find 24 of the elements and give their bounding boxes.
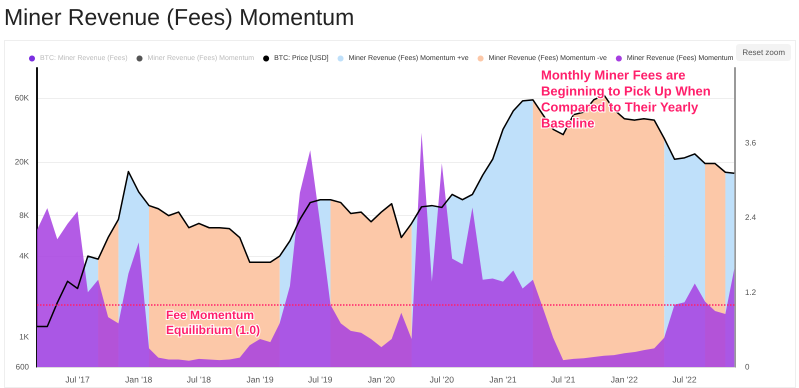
x-tick-label: Jul '18 xyxy=(186,374,212,384)
x-tick-label: Jan '20 xyxy=(368,374,396,384)
ref-line-label: Fee Momentum Equilibrium (1.0) xyxy=(166,308,260,338)
x-tick-label: Jan '18 xyxy=(125,374,153,384)
chart-title: Miner Revenue (Fees) Momentum xyxy=(4,4,354,31)
x-tick-label: Jul '19 xyxy=(308,374,333,384)
x-tick-label: Jan '22 xyxy=(610,374,638,384)
x-tick-label: Jan '21 xyxy=(489,374,517,384)
y2-tick-label: 1.2 xyxy=(745,288,757,297)
y2-tick-label: 3.6 xyxy=(745,138,757,148)
x-tick-label: Jul '22 xyxy=(672,374,697,384)
y-tick-label: 8K xyxy=(19,211,30,220)
y-tick-label: 20K xyxy=(14,158,30,167)
y2-tick-label: 2.4 xyxy=(745,213,757,222)
y-tick-label: 1K xyxy=(19,332,30,342)
x-tick-label: Jul '17 xyxy=(65,374,90,384)
x-tick-label: Jul '21 xyxy=(551,374,576,384)
y-tick-label: 600 xyxy=(16,362,30,372)
y-tick-label: 60K xyxy=(14,93,30,102)
x-tick-label: Jan '19 xyxy=(246,374,274,384)
y2-tick-label: 0 xyxy=(745,362,750,372)
x-tick-label: Jul '20 xyxy=(430,374,454,384)
reset-zoom-button: Reset zoom xyxy=(736,44,791,61)
y-tick-label: 4K xyxy=(19,252,30,261)
